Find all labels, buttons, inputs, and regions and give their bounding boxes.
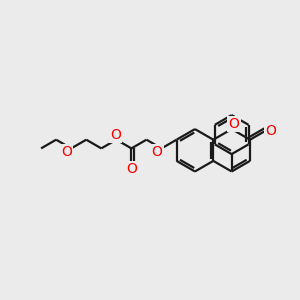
Text: O: O xyxy=(229,117,239,131)
Text: O: O xyxy=(110,128,121,142)
Text: O: O xyxy=(266,124,276,138)
Text: O: O xyxy=(61,145,72,159)
Text: O: O xyxy=(152,145,163,159)
Text: O: O xyxy=(126,162,137,176)
